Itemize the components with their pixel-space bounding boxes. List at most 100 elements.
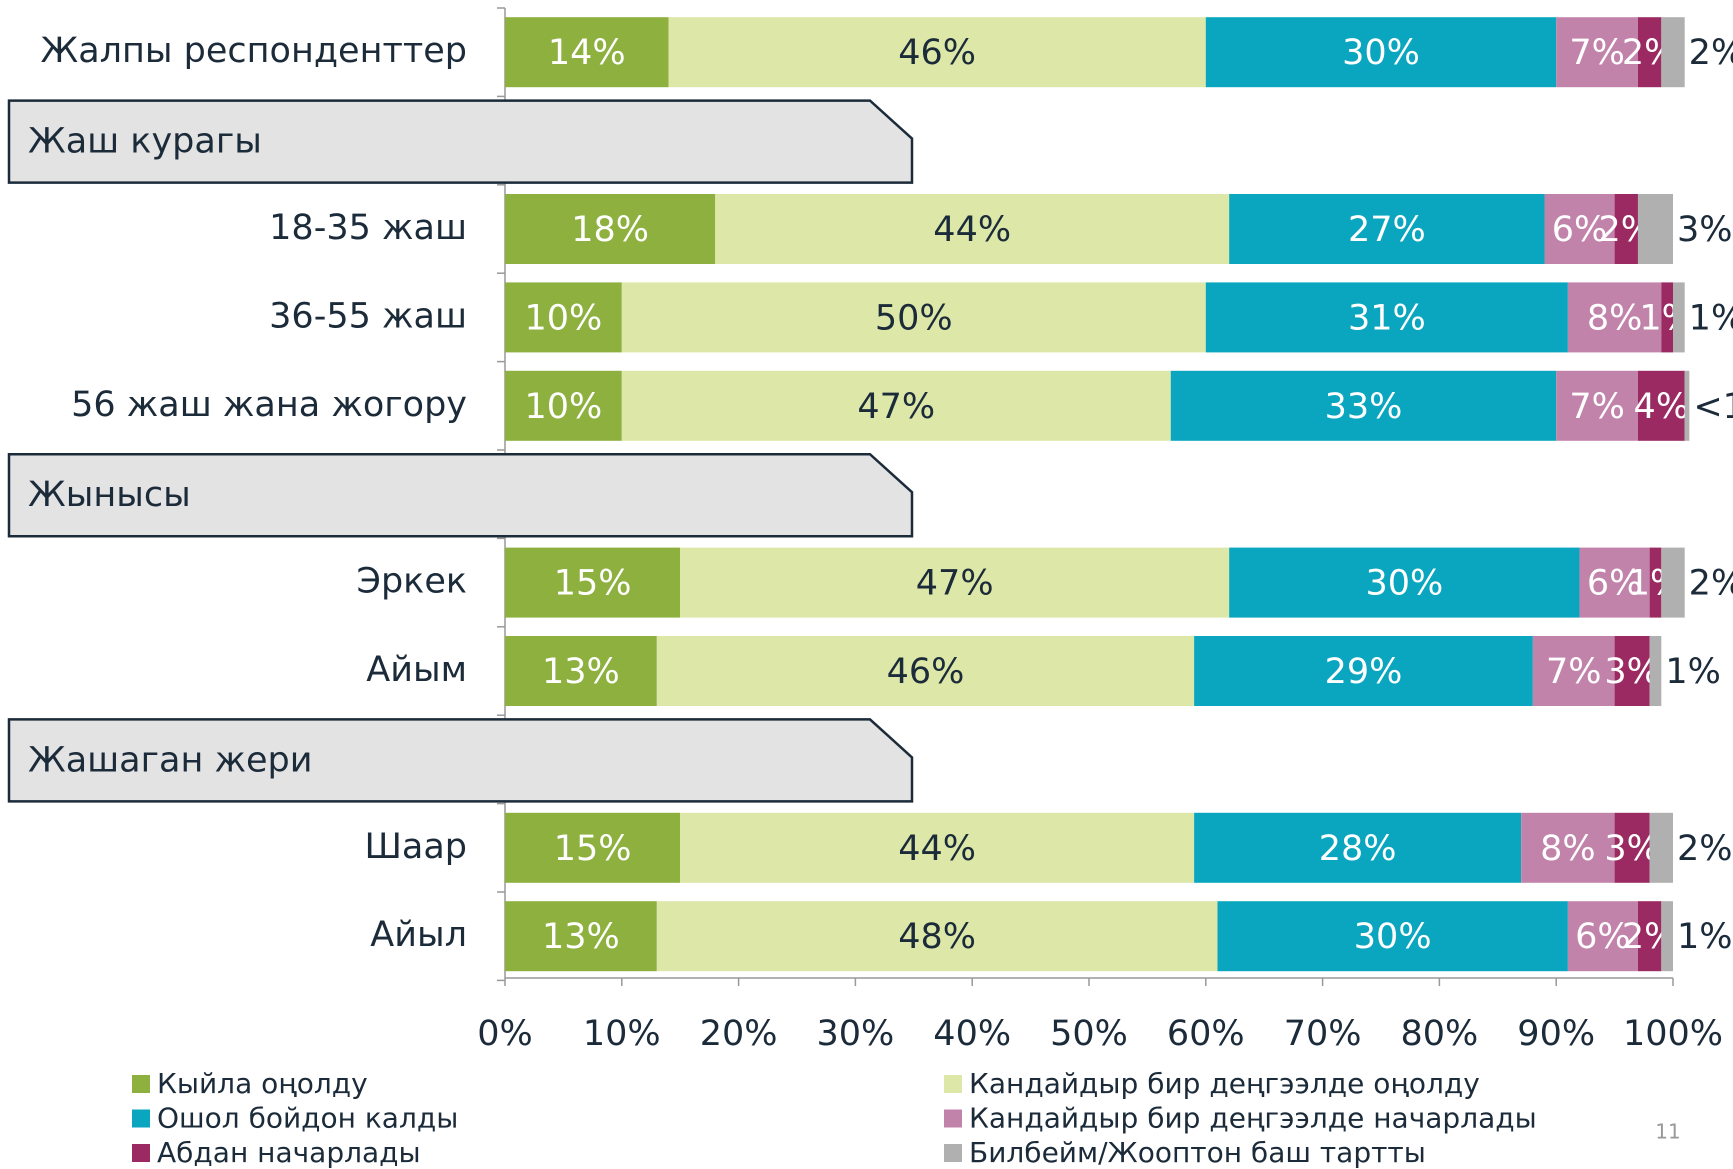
bar-segment xyxy=(505,282,622,353)
legend-label: Ошол бойдон калды xyxy=(157,1102,458,1135)
bar-segment xyxy=(1661,901,1673,972)
value-label: 44% xyxy=(898,829,976,869)
value-label: 1% xyxy=(1665,652,1721,692)
bar-segment xyxy=(715,194,1230,264)
category-label: Айыл xyxy=(370,915,467,955)
bar-segment xyxy=(505,901,657,972)
legend-swatch xyxy=(132,1144,150,1162)
bar-segment xyxy=(505,17,669,88)
value-label: 3% xyxy=(1677,210,1733,250)
section-header: Жаш курагы xyxy=(28,122,262,162)
bar-segment xyxy=(1614,812,1650,883)
value-label: 2% xyxy=(1689,564,1733,604)
value-label: 30% xyxy=(1342,33,1420,73)
legend-swatch xyxy=(944,1075,962,1093)
x-tick-label: 40% xyxy=(933,1014,1011,1054)
value-label: 30% xyxy=(1354,917,1432,957)
bar-segment xyxy=(505,547,681,618)
section-header: Жынысы xyxy=(28,475,191,515)
legend-label: Билбейм/Жооптон баш тартты xyxy=(969,1136,1426,1169)
bar-segment xyxy=(1684,370,1690,441)
bar-segment xyxy=(1614,636,1650,706)
value-label: 15% xyxy=(554,829,632,869)
category-label: Айым xyxy=(366,650,467,690)
value-label: 2% xyxy=(1677,829,1733,869)
value-label: 10% xyxy=(525,387,603,427)
bar-segment xyxy=(1229,547,1580,618)
bar-segment xyxy=(1556,17,1638,88)
bar-segment xyxy=(1637,370,1685,441)
value-label: 6% xyxy=(1587,564,1643,604)
bar-segment xyxy=(505,812,681,883)
bar-segment xyxy=(668,17,1206,88)
bar-segment xyxy=(680,547,1230,618)
value-label: 33% xyxy=(1325,387,1403,427)
x-tick-label: 50% xyxy=(1050,1014,1128,1054)
legend-swatch xyxy=(944,1109,962,1128)
value-label: 46% xyxy=(898,33,976,73)
page-number: 11 xyxy=(1655,1120,1680,1144)
bar-segment xyxy=(1614,194,1638,264)
bar-segment xyxy=(1194,636,1533,706)
value-label: 6% xyxy=(1552,210,1608,250)
value-label: 44% xyxy=(933,210,1011,250)
x-tick-label: 70% xyxy=(1284,1014,1362,1054)
value-label: 4% xyxy=(1634,387,1690,427)
bar-segment xyxy=(1205,282,1568,353)
value-label: 1% xyxy=(1639,298,1695,338)
value-label: 13% xyxy=(542,652,620,692)
bar-segment xyxy=(1661,282,1673,353)
value-label: 47% xyxy=(916,564,994,604)
legend-label: Кандайдыр бир деңгээлде начарлады xyxy=(969,1102,1537,1135)
bar-segment xyxy=(1521,812,1615,883)
value-label: 27% xyxy=(1348,210,1426,250)
x-tick-label: 0% xyxy=(477,1014,533,1054)
value-label: 15% xyxy=(554,564,632,604)
value-label: 46% xyxy=(887,652,965,692)
section-header-box xyxy=(7,99,914,184)
value-label: 14% xyxy=(548,33,626,73)
bar-segment xyxy=(1637,194,1673,264)
value-label: <1% xyxy=(1693,387,1733,427)
bar-segment xyxy=(1532,636,1615,706)
legend-label: Кыйла оңолду xyxy=(157,1067,368,1100)
category-label: Эркек xyxy=(357,562,467,602)
legend-swatch xyxy=(132,1109,150,1128)
legend-swatch xyxy=(132,1075,150,1093)
value-label: 2% xyxy=(1689,33,1733,73)
bar-segment xyxy=(1661,17,1685,88)
bar-segment xyxy=(505,194,716,264)
bar-segment xyxy=(1205,17,1557,88)
value-label: 31% xyxy=(1348,298,1426,338)
legend-label: Кандайдыр бир деңгээлде оңолду xyxy=(969,1067,1480,1100)
bar-segment xyxy=(1567,901,1638,972)
bar-segment xyxy=(1194,812,1522,883)
bar-segment xyxy=(505,636,657,706)
bar-segment xyxy=(1673,282,1685,353)
bar-segment xyxy=(1661,547,1685,618)
bar-segment xyxy=(1229,194,1545,264)
category-label: Жалпы респонденттер xyxy=(41,31,467,71)
value-label: 29% xyxy=(1325,652,1403,692)
value-label: 47% xyxy=(857,387,935,427)
bar-segment xyxy=(1217,901,1568,972)
category-label: 36-55 жаш xyxy=(269,296,467,336)
x-tick-label: 80% xyxy=(1401,1014,1479,1054)
bar-segment xyxy=(1649,636,1662,706)
x-tick-label: 30% xyxy=(817,1014,895,1054)
value-label: 30% xyxy=(1365,564,1443,604)
bar-segment xyxy=(621,370,1171,441)
category-label: 56 жаш жана жогору xyxy=(71,385,467,425)
value-label: 1% xyxy=(1677,917,1733,957)
value-label: 6% xyxy=(1575,917,1631,957)
bar-segment xyxy=(656,636,1195,706)
section-header: Жашаган жери xyxy=(28,740,313,780)
bar-segment xyxy=(1637,901,1662,972)
value-label: 7% xyxy=(1569,387,1625,427)
value-label: 10% xyxy=(525,298,603,338)
value-label: 7% xyxy=(1569,33,1625,73)
value-label: 8% xyxy=(1587,298,1643,338)
bar-segment xyxy=(505,370,622,441)
x-tick-label: 10% xyxy=(583,1014,661,1054)
